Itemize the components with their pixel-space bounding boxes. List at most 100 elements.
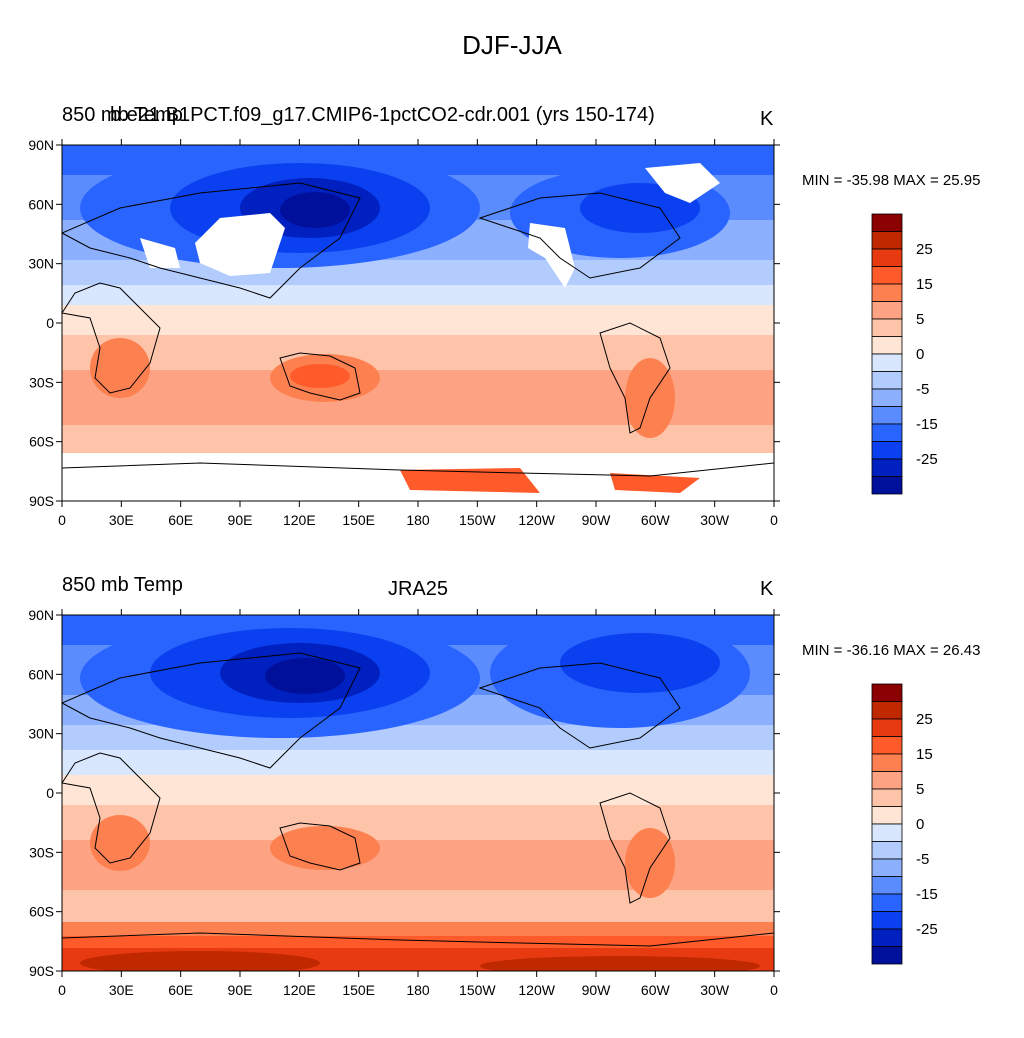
colorbar-label: 0 xyxy=(916,346,924,363)
colorbar-box xyxy=(871,388,903,407)
colorbar-box xyxy=(871,318,903,337)
colorbar-label: 15 xyxy=(916,276,933,293)
colorbar-box xyxy=(871,406,903,425)
colorbar-label: -25 xyxy=(916,451,938,468)
min-max-stats: MIN = -36.16 MAX = 26.43 xyxy=(802,642,981,659)
colorbar-box xyxy=(871,858,903,877)
colorbar-box xyxy=(871,231,903,250)
colorbar-label: 5 xyxy=(916,781,924,798)
lat-tick-label: 0 xyxy=(46,785,54,801)
temperature-field xyxy=(62,615,774,971)
temperature-field xyxy=(62,145,774,501)
page-title: DJF-JJA xyxy=(462,30,562,60)
coastlines xyxy=(62,182,774,477)
colorbar-box xyxy=(871,336,903,355)
lat-tick-label: 90N xyxy=(28,607,54,623)
lon-tick-label: 180 xyxy=(406,982,430,998)
panel-left-title: 850 mb Temp xyxy=(62,104,183,126)
lon-tick-label: 30W xyxy=(700,982,730,998)
colorbar-label: 0 xyxy=(916,816,924,833)
colorbar-label: 25 xyxy=(916,241,933,258)
lon-tick-label: 120W xyxy=(518,512,555,528)
coastlines xyxy=(62,652,774,947)
colorbar-box xyxy=(871,736,903,755)
colorbar-box xyxy=(871,458,903,477)
colorbar-label: -15 xyxy=(916,416,938,433)
lon-tick-label: 90W xyxy=(582,512,612,528)
lat-tick-label: 90S xyxy=(29,493,54,509)
colorbar-box xyxy=(871,423,903,442)
panel-units: K xyxy=(760,578,774,600)
lat-tick-label: 30S xyxy=(29,374,54,390)
lon-tick-label: 120E xyxy=(283,982,316,998)
panel-model: 850 mb Temp b.e21.B1PCT.f09_g17.CMIP6-1p… xyxy=(0,98,1024,568)
lon-tick-label: 90E xyxy=(228,512,253,528)
panel-case-title: b.e21.B1PCT.f09_g17.CMIP6-1pctCO2-cdr.00… xyxy=(110,104,655,126)
colorbar: 25 15 5 0 -5 -15 -25 xyxy=(871,683,938,965)
colorbar-box xyxy=(871,683,903,702)
colorbar-box xyxy=(871,371,903,390)
colorbar-box xyxy=(871,266,903,285)
colorbar-box xyxy=(871,441,903,460)
lat-tick-label: 60N xyxy=(28,666,54,682)
lon-tick-label: 0 xyxy=(770,982,778,998)
colorbar-box xyxy=(871,213,903,232)
colorbar-label: -15 xyxy=(916,886,938,903)
colorbar-label: 25 xyxy=(916,711,933,728)
lat-tick-label: 60S xyxy=(29,904,54,920)
colorbar-box xyxy=(871,353,903,372)
colorbar-label: -25 xyxy=(916,921,938,938)
colorbar-box xyxy=(871,911,903,930)
lat-tick-label: 60S xyxy=(29,434,54,450)
lon-tick-label: 30E xyxy=(109,982,134,998)
colorbar-box xyxy=(871,946,903,965)
lon-tick-label: 30W xyxy=(700,512,730,528)
colorbar-label: 15 xyxy=(916,746,933,763)
lat-tick-label: 30S xyxy=(29,844,54,860)
colorbar-box xyxy=(871,476,903,495)
panel-units: K xyxy=(760,108,774,130)
lon-tick-label: 60W xyxy=(641,512,671,528)
min-max-stats: MIN = -35.98 MAX = 25.95 xyxy=(802,172,981,189)
lon-tick-label: 90E xyxy=(228,982,253,998)
lat-tick-label: 0 xyxy=(46,315,54,331)
colorbar-box xyxy=(871,928,903,947)
colorbar: 25 15 5 0 -5 -15 -25 xyxy=(871,213,938,495)
lon-tick-label: 60E xyxy=(168,982,193,998)
colorbar-box xyxy=(871,841,903,860)
lon-tick-label: 30E xyxy=(109,512,134,528)
panel-left-title: 850 mb Temp xyxy=(62,574,183,596)
colorbar-box xyxy=(871,876,903,895)
panel-reanalysis: 850 mb Temp JRA25 K MIN = -36.16 MAX = 2… xyxy=(0,568,1024,1038)
colorbar-label: -5 xyxy=(916,851,929,868)
lat-tick-label: 90S xyxy=(29,963,54,979)
colorbar-box xyxy=(871,283,903,302)
colorbar-box xyxy=(871,823,903,842)
lon-tick-label: 180 xyxy=(406,512,430,528)
colorbar-box xyxy=(871,248,903,267)
lon-tick-label: 90W xyxy=(582,982,612,998)
colorbar-box xyxy=(871,893,903,912)
colorbar-label: -5 xyxy=(916,381,929,398)
lon-tick-label: 60E xyxy=(168,512,193,528)
lon-tick-label: 150E xyxy=(342,512,375,528)
lat-tick-label: 30N xyxy=(28,726,54,742)
panel-case-title: JRA25 xyxy=(387,578,449,600)
colorbar-box xyxy=(871,701,903,720)
colorbar-box xyxy=(871,301,903,320)
lon-tick-label: 0 xyxy=(58,982,66,998)
lon-tick-label: 0 xyxy=(770,512,778,528)
colorbar-box xyxy=(871,753,903,772)
lon-tick-label: 150W xyxy=(459,512,496,528)
lon-tick-label: 0 xyxy=(58,512,66,528)
lat-tick-label: 30N xyxy=(28,256,54,272)
colorbar-box xyxy=(871,718,903,737)
colorbar-box xyxy=(871,806,903,825)
lon-tick-label: 60W xyxy=(641,982,671,998)
lon-tick-label: 150W xyxy=(459,982,496,998)
lat-tick-label: 60N xyxy=(28,196,54,212)
lon-tick-label: 120E xyxy=(283,512,316,528)
